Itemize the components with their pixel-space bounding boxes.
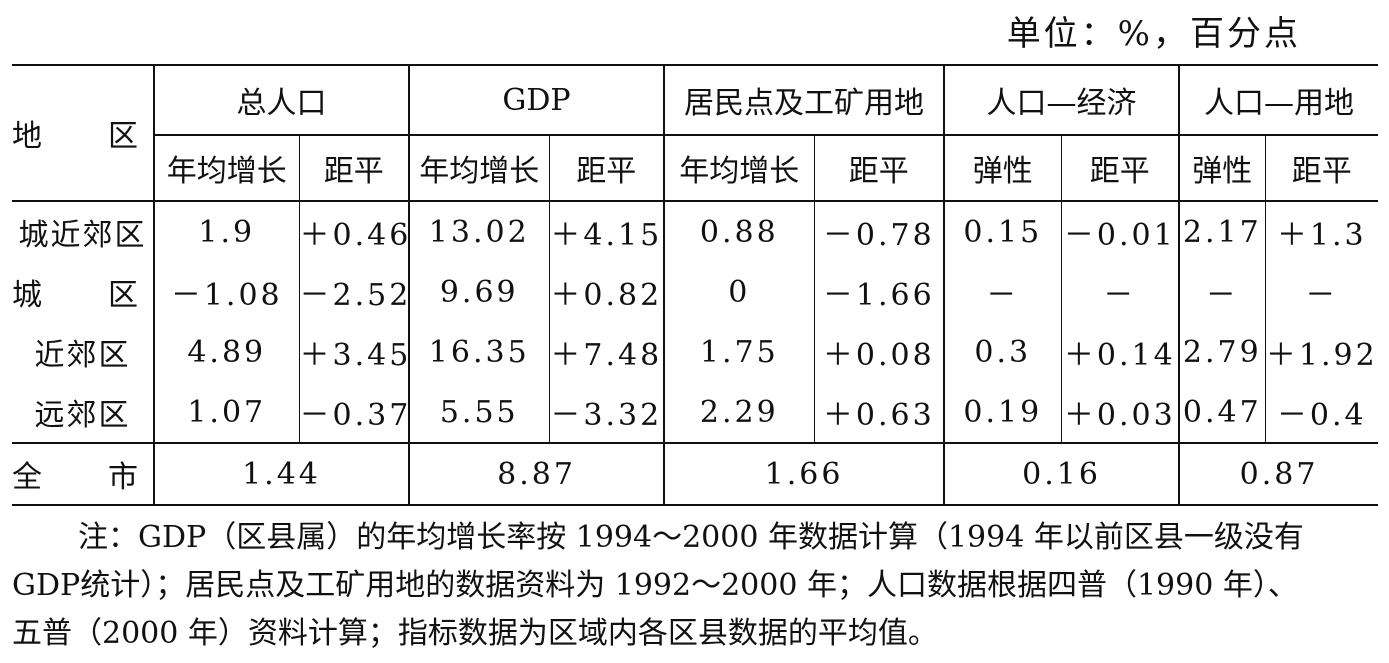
table-cell: 0.15 xyxy=(943,200,1062,262)
header-region: 地 区 xyxy=(12,64,154,201)
subheader-cell: 距平 xyxy=(1264,134,1379,201)
subheader-cell: 弹性 xyxy=(1178,134,1266,201)
unit-label: 单位：%，百分点 xyxy=(1006,14,1301,54)
table-cell: ＋1.92 xyxy=(1264,322,1379,382)
table-cell: －0.78 xyxy=(813,200,945,262)
table-cell: －0.01 xyxy=(1060,200,1180,262)
footnote-line: 注：GDP（区县属）的年均增长率按 1994～2000 年数据计算（1994 年… xyxy=(78,520,1304,555)
table-cell: 0.88 xyxy=(663,200,815,262)
subheader-cell: 年均增长 xyxy=(408,134,549,201)
total-cell: 0.87 xyxy=(1178,442,1379,506)
table-cell: －0.4 xyxy=(1264,382,1379,443)
table-cell: － xyxy=(1060,262,1180,322)
header-group-land: 居民点及工矿用地 xyxy=(663,64,945,135)
footnote: 注：GDP（区县属）的年均增长率按 1994～2000 年数据计算（1994 年… xyxy=(12,514,1380,658)
table-cell: 1.9 xyxy=(153,200,299,262)
table-row: 城近郊区 1.9 ＋0.46 13.02 ＋4.15 0.88 －0.78 0.… xyxy=(12,200,1379,262)
table-cell: 9.69 xyxy=(408,262,549,322)
table-cell: 2.17 xyxy=(1178,200,1266,262)
total-region: 全 市 xyxy=(12,442,154,506)
table-cell: 16.35 xyxy=(408,322,549,382)
table-row: 近郊区 4.89 ＋3.45 16.35 ＋7.48 1.75 ＋0.08 0.… xyxy=(12,322,1379,382)
total-row: 全 市 1.44 8.87 1.66 0.16 0.87 xyxy=(12,442,1379,506)
table-cell: 0 xyxy=(663,262,815,322)
subheader-cell: 距平 xyxy=(548,134,665,201)
table-cell: 2.79 xyxy=(1178,322,1266,382)
table-cell: 2.29 xyxy=(663,382,815,443)
footnote-line: GDP统计）；居民点及工矿用地的数据资料为 1992～2000 年；人口数据根据… xyxy=(12,568,1298,603)
row-region: 城 区 xyxy=(12,278,154,313)
table-cell: － xyxy=(1264,262,1379,322)
table-cell: ＋1.3 xyxy=(1264,200,1379,262)
table-cell: 0.3 xyxy=(943,322,1062,382)
header-row-groups: 地 区 总人口 GDP 居民点及工矿用地 人口—经济 人口—用地 xyxy=(12,64,1379,201)
table-cell: ＋0.03 xyxy=(1060,382,1180,443)
subheader-cell: 距平 xyxy=(1060,134,1180,201)
table-cell: ＋0.46 xyxy=(298,200,409,262)
table-cell: －1.66 xyxy=(813,262,945,322)
subheader-cell: 弹性 xyxy=(943,134,1062,201)
row-region: 城近郊区 xyxy=(12,200,154,262)
row-region: 近郊区 xyxy=(34,338,131,373)
row-region: 远郊区 xyxy=(34,398,131,433)
header-row-sub: 年均增长 距平 年均增长 距平 年均增长 距平 弹性 距平 弹性 距平 xyxy=(12,134,1379,201)
table-row: 远郊区 1.07 －0.37 5.55 －3.32 2.29 ＋0.63 0.1… xyxy=(12,382,1379,443)
table-cell: 13.02 xyxy=(408,200,549,262)
subheader-cell: 距平 xyxy=(298,134,409,201)
table-cell: ＋0.08 xyxy=(813,322,945,382)
header-group-pop-economy: 人口—经济 xyxy=(943,64,1180,135)
subheader-cell: 年均增长 xyxy=(153,134,299,201)
table-cell: ＋7.48 xyxy=(548,322,665,382)
table-cell: －1.08 xyxy=(153,262,299,322)
table-cell: ＋3.45 xyxy=(298,322,409,382)
header-group-population: 总人口 xyxy=(153,64,409,135)
table-cell: －2.52 xyxy=(298,262,409,322)
table-cell: 0.47 xyxy=(1178,382,1266,443)
total-cell: 0.16 xyxy=(943,442,1180,506)
total-cell: 1.66 xyxy=(663,442,945,506)
table-cell: 4.89 xyxy=(153,322,299,382)
table-cell: － xyxy=(943,262,1062,322)
table-row: 城 区 －1.08 －2.52 9.69 ＋0.82 0 －1.66 － － －… xyxy=(12,262,1379,322)
subheader-cell: 年均增长 xyxy=(663,134,815,201)
total-cell: 8.87 xyxy=(407,442,665,506)
header-group-pop-land: 人口—用地 xyxy=(1178,64,1379,135)
total-cell: 1.44 xyxy=(153,442,409,506)
table-cell: － xyxy=(1178,262,1266,322)
table-cell: ＋0.14 xyxy=(1060,322,1180,382)
header-group-gdp: GDP xyxy=(407,64,665,135)
footnote-line: 五普（2000 年）资料计算；指标数据为区域内各区县数据的平均值。 xyxy=(12,616,938,651)
table-cell: ＋4.15 xyxy=(548,200,665,262)
table-cell: ＋0.63 xyxy=(813,382,945,443)
table-cell: 1.75 xyxy=(663,322,815,382)
table-cell: －0.37 xyxy=(298,382,409,443)
table-cell: ＋0.82 xyxy=(548,262,665,322)
subheader-cell: 距平 xyxy=(813,134,945,201)
table-cell: －3.32 xyxy=(548,382,665,443)
table-cell: 1.07 xyxy=(153,382,299,443)
table-cell: 5.55 xyxy=(408,382,549,443)
table-cell: 0.19 xyxy=(943,382,1062,443)
data-table: 地 区 总人口 GDP 居民点及工矿用地 人口—经济 人口—用地 年均增长 距平… xyxy=(12,64,1379,506)
